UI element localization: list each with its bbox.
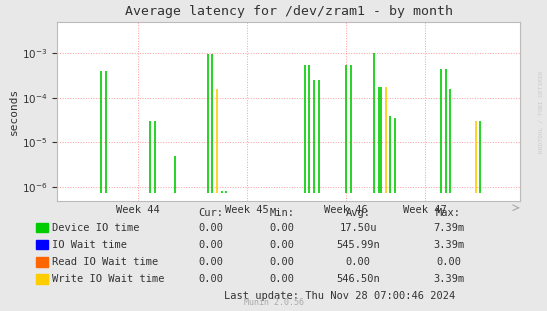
Text: 0.00: 0.00 (198, 274, 223, 284)
Text: 0.00: 0.00 (198, 257, 223, 267)
Text: RRDTOOL / TOBI OETIKER: RRDTOOL / TOBI OETIKER (538, 71, 543, 153)
Text: Munin 2.0.56: Munin 2.0.56 (243, 298, 304, 307)
Text: 0.00: 0.00 (436, 257, 461, 267)
Text: 0.00: 0.00 (269, 257, 294, 267)
Text: Avg:: Avg: (346, 208, 371, 218)
Text: Cur:: Cur: (198, 208, 223, 218)
Text: Device IO time: Device IO time (52, 223, 139, 233)
Text: Min:: Min: (269, 208, 294, 218)
Text: 546.50n: 546.50n (336, 274, 380, 284)
Text: 3.39m: 3.39m (433, 274, 464, 284)
Text: 3.39m: 3.39m (433, 240, 464, 250)
Text: 545.99n: 545.99n (336, 240, 380, 250)
Text: 0.00: 0.00 (269, 223, 294, 233)
Text: 7.39m: 7.39m (433, 223, 464, 233)
Title: Average latency for /dev/zram1 - by month: Average latency for /dev/zram1 - by mont… (125, 5, 452, 18)
Text: 0.00: 0.00 (269, 274, 294, 284)
Text: 0.00: 0.00 (346, 257, 371, 267)
Text: Last update: Thu Nov 28 07:00:46 2024: Last update: Thu Nov 28 07:00:46 2024 (224, 291, 455, 301)
Text: Max:: Max: (436, 208, 461, 218)
Text: 0.00: 0.00 (198, 223, 223, 233)
Text: 0.00: 0.00 (269, 240, 294, 250)
Text: Read IO Wait time: Read IO Wait time (52, 257, 158, 267)
Text: 0.00: 0.00 (198, 240, 223, 250)
Text: 17.50u: 17.50u (340, 223, 377, 233)
Y-axis label: seconds: seconds (9, 88, 19, 135)
Text: IO Wait time: IO Wait time (52, 240, 127, 250)
Text: Write IO Wait time: Write IO Wait time (52, 274, 165, 284)
